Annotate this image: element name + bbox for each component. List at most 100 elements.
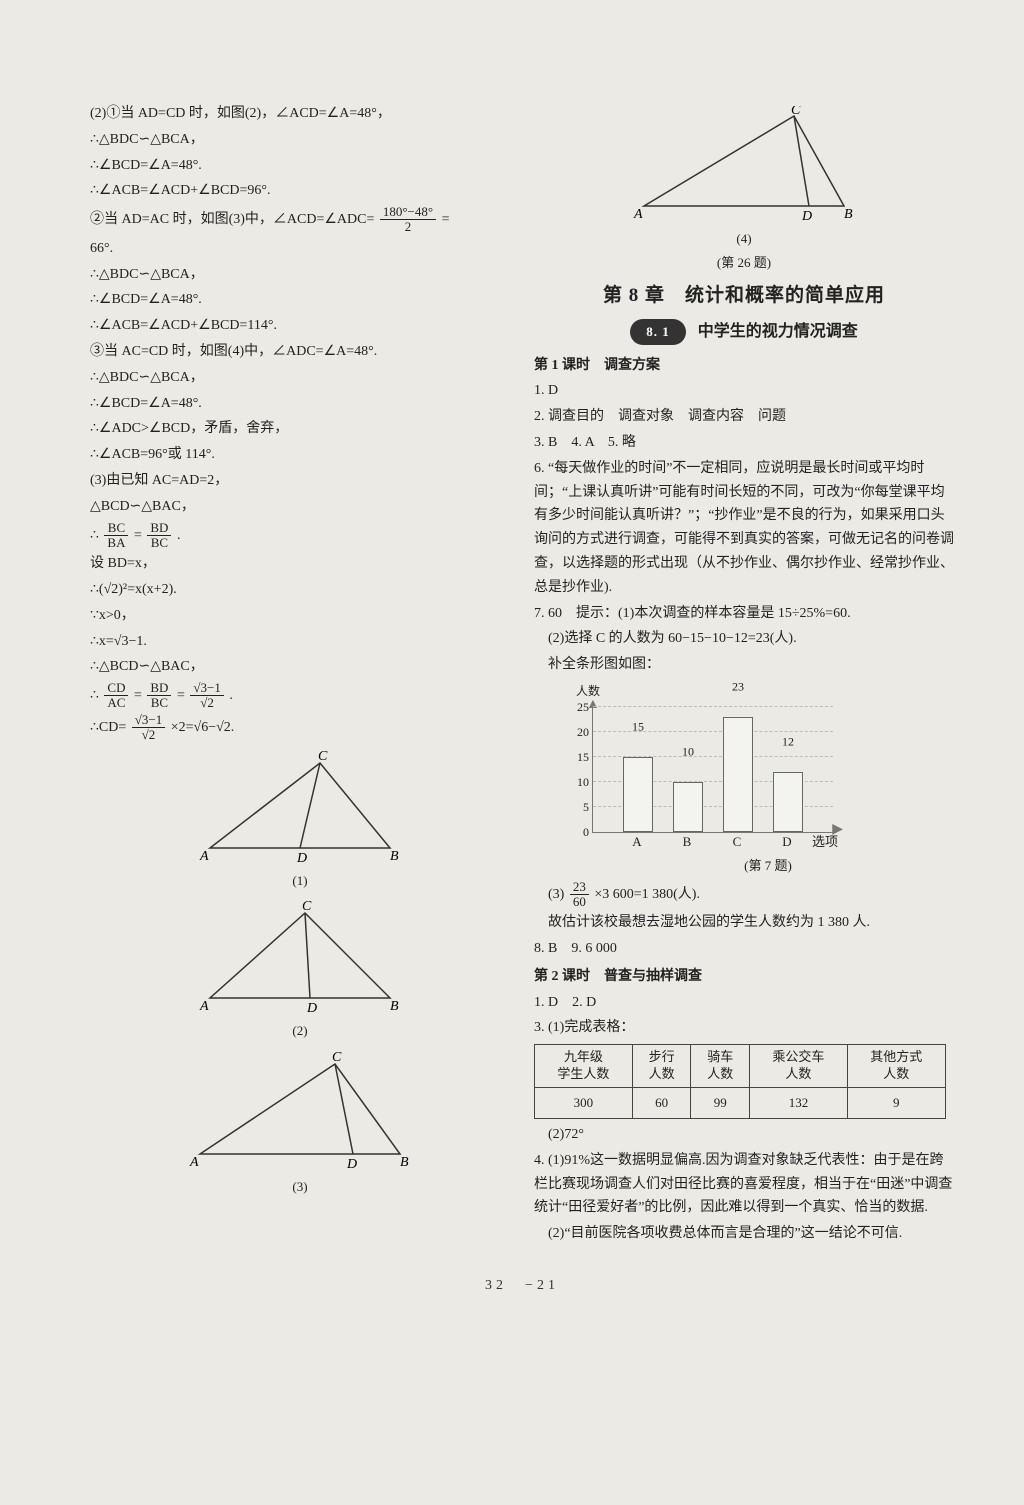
text-line: ∴ CD AC = BD BC = √3−1 √2 . (90, 681, 510, 711)
table-cell: 99 (691, 1087, 750, 1118)
chart-y-tick: 10 (563, 772, 589, 792)
text-line: 设 BD=x， (90, 552, 510, 576)
chart-bar (723, 717, 753, 832)
fraction-numerator: BC (104, 521, 128, 536)
page: (2)①当 AD=CD 时，如图(2)，∠ACD=∠A=48°， ∴△BDC∽△… (0, 0, 1024, 1505)
figure-caption: (1) (90, 870, 510, 892)
fraction-denominator: BA (104, 536, 128, 550)
text-line: ∴∠BCD=∠A=48°. (90, 392, 510, 416)
text-line: ∴∠ACB=96°或 114°. (90, 443, 510, 467)
triangle-icon: A D B C (185, 1049, 415, 1174)
fraction-numerator: 23 (570, 880, 589, 895)
figure-3: A D B C (90, 1049, 510, 1174)
svg-text:B: B (844, 207, 853, 222)
text-span: . (229, 688, 233, 703)
section-badge: 8. 1 (630, 319, 686, 345)
svg-text:D: D (346, 1157, 357, 1172)
svg-text:A: A (199, 849, 209, 864)
fraction-numerator: BD (147, 681, 171, 696)
table-header-cell: 其他方式人数 (847, 1045, 945, 1088)
answer-line: 1. D 2. D (534, 991, 954, 1015)
fraction-numerator: √3−1 (132, 713, 165, 728)
svg-text:A: A (199, 999, 209, 1014)
survey-table: 九年级学生人数步行人数骑车人数乘公交车人数其他方式人数 30060991329 (534, 1044, 946, 1119)
table-cell: 60 (632, 1087, 691, 1118)
text-span: ×3 600=1 380(人). (594, 887, 700, 902)
svg-text:B: B (390, 999, 399, 1014)
text-line: △BCD∽△BAC， (90, 495, 510, 519)
svg-text:B: B (390, 849, 399, 864)
left-column: (2)①当 AD=CD 时，如图(2)，∠ACD=∠A=48°， ∴△BDC∽△… (90, 100, 510, 1248)
fraction-denominator: 60 (570, 895, 589, 909)
svg-text:D: D (296, 851, 307, 866)
lesson-subhead: 第 2 课时 普查与抽样调查 (534, 965, 954, 989)
table-cell: 300 (535, 1087, 633, 1118)
table-cell: 9 (847, 1087, 945, 1118)
section-title: 中学生的视力情况调查 (698, 318, 858, 345)
text-line: ③当 AC=CD 时，如图(4)中，∠ADC=∠A=48°. (90, 340, 510, 364)
answer-line: 3. B 4. A 5. 略 (534, 431, 954, 455)
chart-bar-label: 15 (623, 717, 653, 737)
fraction: BD BC (145, 681, 173, 711)
chart-y-tick: 15 (563, 747, 589, 767)
figure-caption: (2) (90, 1020, 510, 1042)
fraction-numerator: 180°−48° (380, 205, 436, 220)
fraction: 180°−48° 2 (378, 205, 438, 235)
chapter-title: 第 8 章 统计和概率的简单应用 (534, 280, 954, 312)
text-line: ∴∠ADC>∠BCD，矛盾，舍弃， (90, 417, 510, 441)
chart-x-tick: B (672, 831, 702, 853)
fraction-denominator: AC (104, 696, 128, 710)
fraction-denominator: 2 (380, 220, 436, 234)
text-span: ②当 AD=AC 时，如图(3)中，∠ACD=∠ADC= (90, 212, 374, 227)
text-line: ②当 AD=AC 时，如图(3)中，∠ACD=∠ADC= 180°−48° 2 … (90, 205, 510, 235)
figure-4: A D B C (534, 106, 954, 226)
triangle-icon: A D B C (624, 106, 864, 226)
table-header-cell: 九年级学生人数 (535, 1045, 633, 1088)
triangle-icon: A D B C (190, 748, 410, 868)
chart-y-label: 人数 (552, 681, 954, 701)
chart-bar (673, 782, 703, 832)
fraction: BC BA (102, 521, 130, 551)
text-span: (3) (548, 887, 564, 902)
svg-text:C: C (791, 106, 801, 118)
fraction-denominator: BC (147, 696, 171, 710)
fraction-denominator: √2 (132, 728, 165, 742)
lesson-subhead: 第 1 课时 调查方案 (534, 354, 954, 378)
text-line: ∴∠BCD=∠A=48°. (90, 288, 510, 312)
text-span: . (177, 528, 181, 543)
page-footer: 32 −21 (90, 1274, 954, 1298)
text-span: = (134, 688, 142, 703)
svg-text:C: C (332, 1050, 342, 1065)
triangle-icon: A D B C (190, 898, 410, 1018)
chart-x-tick: D (772, 831, 802, 853)
table-cell: 132 (750, 1087, 848, 1118)
chart-y-tick: 25 (563, 697, 589, 717)
text-span: = (134, 528, 142, 543)
svg-text:D: D (306, 1001, 317, 1016)
fraction: √3−1 √2 (188, 681, 225, 711)
fraction: √3−1 √2 (130, 713, 167, 743)
table-body: 30060991329 (535, 1087, 946, 1118)
text-line: (3)由已知 AC=AD=2， (90, 469, 510, 493)
chart-bar (623, 757, 653, 832)
text-line: ∴(√2)²=x(x+2). (90, 578, 510, 602)
text-span: ×2=√6−√2. (171, 720, 235, 735)
chart-y-tick: 20 (563, 722, 589, 742)
table-header-cell: 骑车人数 (691, 1045, 750, 1088)
svg-text:B: B (400, 1155, 409, 1170)
text-line: ∴△BDC∽△BCA， (90, 263, 510, 287)
answer-line: 补全条形图如图： (534, 653, 954, 677)
section-header: 8. 1 中学生的视力情况调查 (534, 318, 954, 345)
text-span: = (177, 688, 185, 703)
table-header-cell: 乘公交车人数 (750, 1045, 848, 1088)
figure-caption: (4) (534, 228, 954, 250)
chart-bar (773, 772, 803, 832)
text-line: ∴△BDC∽△BCA， (90, 128, 510, 152)
chart-area: ▲ ▶ 510152025015102312 ABCD 选项 (562, 703, 842, 853)
two-columns: (2)①当 AD=CD 时，如图(2)，∠ACD=∠A=48°， ∴△BDC∽△… (90, 100, 954, 1248)
text-line: ∴ BC BA = BD BC . (90, 521, 510, 551)
fraction-denominator: √2 (190, 696, 223, 710)
text-span: = (442, 212, 450, 227)
right-column: A D B C (4) (第 26 题) 第 8 章 统计和概率的简单应用 8.… (534, 100, 954, 1248)
chart-bar-label: 12 (773, 732, 803, 752)
